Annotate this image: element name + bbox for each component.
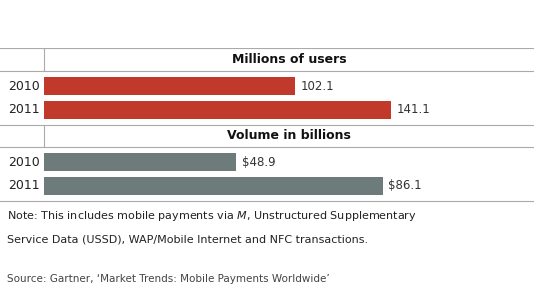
Text: Note: This includes mobile payments via $M$, Unstructured Supplementary: Note: This includes mobile payments via …	[7, 209, 417, 223]
Text: $48.9: $48.9	[242, 156, 276, 168]
Text: 102.1: 102.1	[301, 80, 334, 93]
Text: 2011: 2011	[8, 103, 40, 116]
Text: 141.1: 141.1	[397, 103, 430, 116]
Text: Volume in billions: Volume in billions	[227, 129, 351, 142]
Text: Mobile Payment Users and Volume Worldwide, 2010 & 2011: Mobile Payment Users and Volume Worldwid…	[7, 24, 501, 38]
Bar	[44, 101, 391, 118]
Text: Service Data (USSD), WAP/Mobile Internet and NFC transactions.: Service Data (USSD), WAP/Mobile Internet…	[7, 235, 368, 245]
Bar	[44, 177, 383, 194]
Text: $86.1: $86.1	[388, 179, 422, 192]
Bar	[44, 153, 237, 171]
Text: 2010: 2010	[8, 80, 40, 93]
Text: 2011: 2011	[8, 179, 40, 192]
Bar	[44, 77, 295, 95]
Text: Source: Gartner, ‘Market Trends: Mobile Payments Worldwide’: Source: Gartner, ‘Market Trends: Mobile …	[7, 274, 329, 285]
Text: Millions of users: Millions of users	[232, 53, 346, 65]
Text: 2010: 2010	[8, 156, 40, 168]
